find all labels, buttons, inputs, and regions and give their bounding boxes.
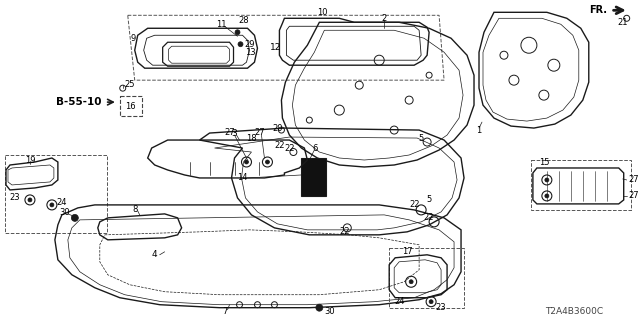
Circle shape [71,214,78,221]
Text: 5: 5 [426,196,432,204]
Text: T2A4B3600C: T2A4B3600C [545,307,603,316]
Text: 14: 14 [237,173,248,182]
Text: 4: 4 [152,250,157,259]
Circle shape [429,300,433,304]
Text: 22: 22 [339,227,349,236]
Text: 27: 27 [224,128,235,137]
Text: 11: 11 [216,20,227,29]
Circle shape [238,42,243,47]
Circle shape [28,198,32,202]
Text: 19: 19 [25,156,35,164]
Text: 5: 5 [419,133,424,142]
Text: B-55-10: B-55-10 [56,97,102,107]
Text: 29: 29 [244,40,255,49]
Text: 22: 22 [284,144,294,153]
Circle shape [266,160,269,164]
Text: 28: 28 [238,16,249,25]
Circle shape [244,160,248,164]
Text: 12: 12 [271,43,282,52]
Circle shape [316,304,323,311]
Circle shape [50,203,54,207]
Text: 3: 3 [232,129,237,138]
Text: 23: 23 [10,193,20,203]
Text: 23: 23 [436,303,446,312]
Text: 20: 20 [272,124,283,132]
Text: 9: 9 [130,34,135,43]
Circle shape [235,30,240,35]
Text: 27: 27 [628,175,639,184]
Text: 24: 24 [56,198,67,207]
Text: 2: 2 [381,14,387,23]
Text: FR.: FR. [589,5,607,15]
Text: 13: 13 [245,48,256,57]
Text: 1: 1 [476,125,482,135]
Text: 24: 24 [394,297,404,306]
Bar [301,158,326,196]
Text: 17: 17 [402,247,412,256]
Circle shape [409,280,413,284]
Text: 27: 27 [628,191,639,200]
Text: 27: 27 [254,128,265,137]
Text: 25: 25 [125,80,135,89]
Text: 7: 7 [222,307,227,316]
Text: 21: 21 [618,18,628,27]
Text: 16: 16 [125,102,136,111]
Text: 18: 18 [246,133,257,142]
Text: 30: 30 [60,208,70,217]
Text: 15: 15 [539,158,549,167]
Circle shape [545,178,549,182]
Text: 30: 30 [324,307,335,316]
Text: 6: 6 [313,144,318,153]
Circle shape [545,194,549,198]
Text: 22: 22 [274,140,285,149]
Text: 10: 10 [317,8,328,17]
Text: 8: 8 [132,205,138,214]
Text: 22: 22 [424,213,435,222]
Text: 22: 22 [409,200,419,209]
